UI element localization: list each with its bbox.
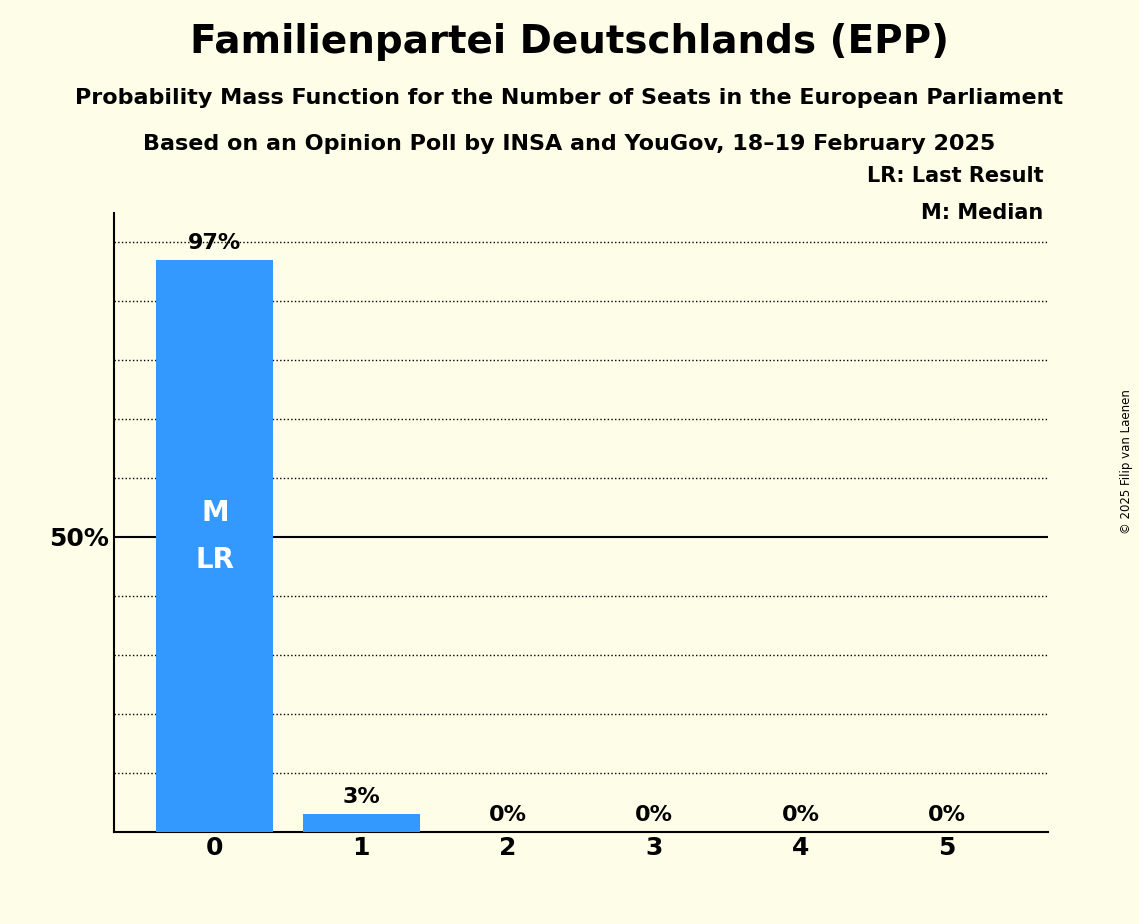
Text: 0%: 0% <box>636 805 673 824</box>
Text: 0%: 0% <box>781 805 819 824</box>
Text: © 2025 Filip van Laenen: © 2025 Filip van Laenen <box>1121 390 1133 534</box>
Text: 0%: 0% <box>928 805 966 824</box>
Text: Based on an Opinion Poll by INSA and YouGov, 18–19 February 2025: Based on an Opinion Poll by INSA and You… <box>144 134 995 154</box>
Text: Probability Mass Function for the Number of Seats in the European Parliament: Probability Mass Function for the Number… <box>75 88 1064 108</box>
Text: Familienpartei Deutschlands (EPP): Familienpartei Deutschlands (EPP) <box>190 23 949 61</box>
Text: 97%: 97% <box>188 233 241 252</box>
Text: 3%: 3% <box>343 787 380 807</box>
Text: 0%: 0% <box>489 805 526 824</box>
Text: M: Median: M: Median <box>921 203 1043 224</box>
Text: LR: LR <box>196 546 235 575</box>
Bar <box>303 814 420 832</box>
Bar <box>156 260 273 832</box>
Text: M: M <box>202 499 229 528</box>
Text: LR: Last Result: LR: Last Result <box>867 166 1043 186</box>
